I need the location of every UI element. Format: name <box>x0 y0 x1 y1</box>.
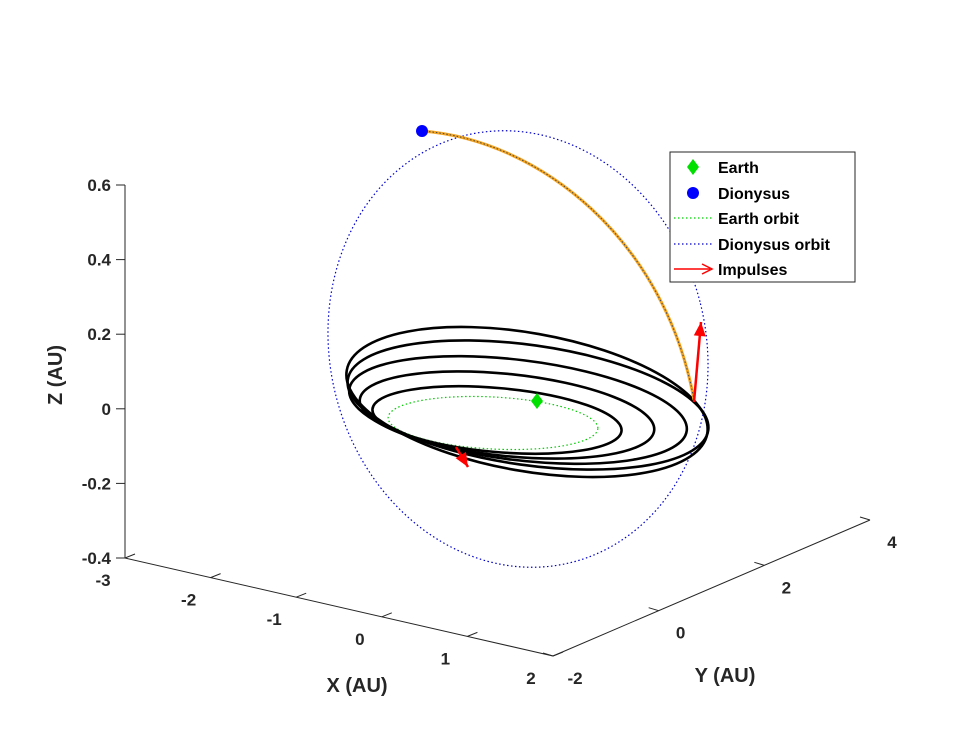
legend-swatch-circle <box>687 187 699 199</box>
impulse-head <box>693 322 706 337</box>
y-tick-label: 4 <box>887 533 897 552</box>
transfer-loop <box>358 370 656 460</box>
y-tick <box>754 561 765 566</box>
legend-label: Earth <box>718 160 759 177</box>
z-tick-label: -0.4 <box>82 549 112 568</box>
x-tick <box>296 592 307 598</box>
legend-label: Dionysus <box>718 186 790 203</box>
x-axis-line <box>124 557 554 657</box>
y-tick-label: 0 <box>676 624 685 643</box>
x-axis-label: X (AU) <box>326 675 387 697</box>
x-tick-label: -3 <box>95 571 110 590</box>
z-tick-label: 0 <box>102 400 111 419</box>
x-tick <box>467 631 478 637</box>
x-tick <box>210 573 221 579</box>
impulse-head <box>455 451 468 467</box>
y-axis-line <box>552 519 871 657</box>
transfer-arc <box>421 129 696 401</box>
legend-box <box>669 151 856 283</box>
transfer-loop <box>371 385 623 455</box>
x-tick-label: 2 <box>526 669 535 688</box>
earth-marker <box>531 393 543 409</box>
legend-entry: Earth <box>687 159 759 177</box>
y-axis-label: Y (AU) <box>695 665 756 687</box>
z-tick-label: 0.2 <box>87 325 111 344</box>
y-tick <box>542 652 554 657</box>
x-tick-label: -2 <box>181 591 196 610</box>
y-tick <box>648 607 659 612</box>
transfer-loop <box>345 325 709 479</box>
legend-label: Impulses <box>718 262 787 279</box>
x-tick <box>124 553 136 559</box>
impulse-arrow <box>454 446 470 468</box>
orbit-curves <box>327 129 710 568</box>
x-tick-label: 0 <box>355 630 364 649</box>
y-tick-label: -2 <box>567 669 582 688</box>
dionysus-marker <box>416 125 428 137</box>
legend-swatch-diamond <box>687 159 699 175</box>
legend-label: Dionysus orbit <box>718 237 831 254</box>
x-tick <box>552 651 564 657</box>
transfer-loop <box>346 339 710 471</box>
z-tick-label: -0.2 <box>82 474 111 493</box>
x-tick-label: 1 <box>441 649 450 668</box>
legend-entry: Impulses <box>674 262 787 279</box>
z-tick-label: 0.6 <box>87 176 111 195</box>
legend-label: Earth orbit <box>718 211 800 228</box>
legend-swatch-arrowhead <box>701 263 714 275</box>
z-axis-label: Z (AU) <box>45 345 67 405</box>
legend-entry: Dionysus <box>687 186 790 203</box>
dionysus-orbit <box>327 130 709 568</box>
transfer-arc-dots <box>421 130 695 401</box>
z-tick-label: 0.4 <box>87 251 111 270</box>
legend: Earth Dionysus Earth orbit Dionysus orbit Im… <box>669 151 856 283</box>
earth-orbit <box>387 395 599 451</box>
axes: -3 -2 -1 0 1 2 -2 0 2 4 -0.4 -0.2 0 0.2 0.4 0.6 X (AU) Y … <box>45 176 897 697</box>
legend-entry: Earth orbit <box>674 211 800 228</box>
legend-entry: Dionysus orbit <box>674 237 831 254</box>
markers <box>416 125 706 468</box>
y-tick <box>859 516 871 521</box>
x-tick-label: -1 <box>267 610 282 629</box>
y-tick-label: 2 <box>782 578 791 597</box>
x-tick <box>381 612 392 618</box>
impulse-arrow <box>692 321 706 403</box>
